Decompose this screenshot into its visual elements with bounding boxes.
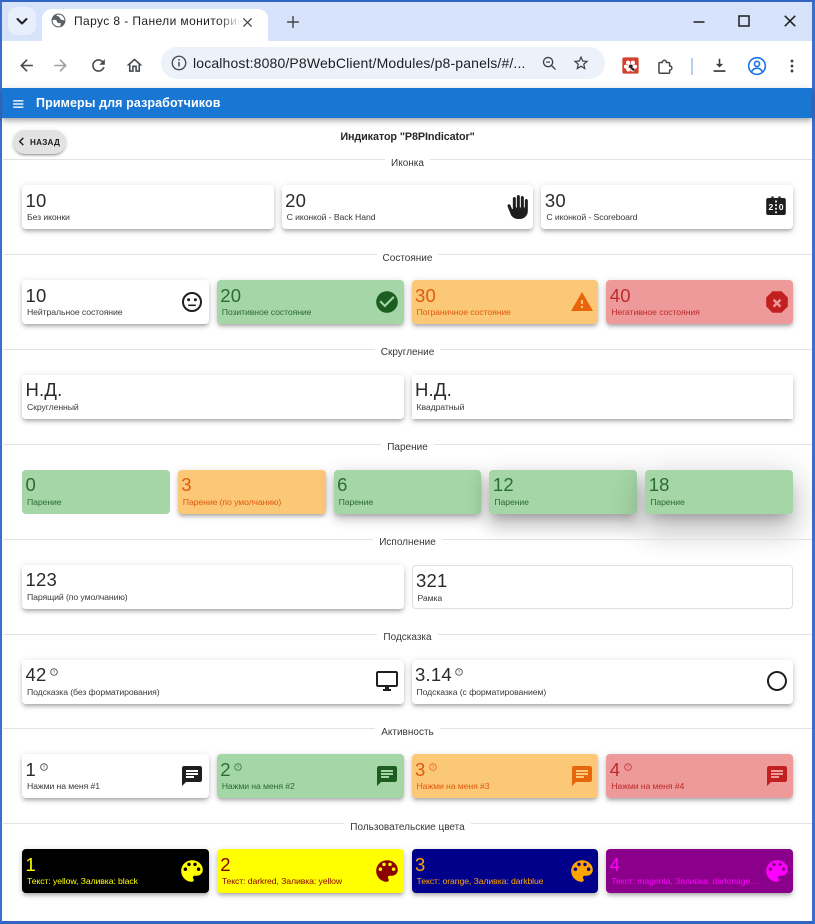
svg-text:?: ? <box>432 764 435 769</box>
svg-text:?: ? <box>53 670 56 675</box>
svg-text:?: ? <box>237 764 240 769</box>
svg-text:?: ? <box>458 670 461 675</box>
svg-text:?: ? <box>626 764 629 769</box>
svg-text:0: 0 <box>779 202 784 212</box>
svg-text:2: 2 <box>769 202 774 212</box>
svg-text:?: ? <box>42 764 45 769</box>
